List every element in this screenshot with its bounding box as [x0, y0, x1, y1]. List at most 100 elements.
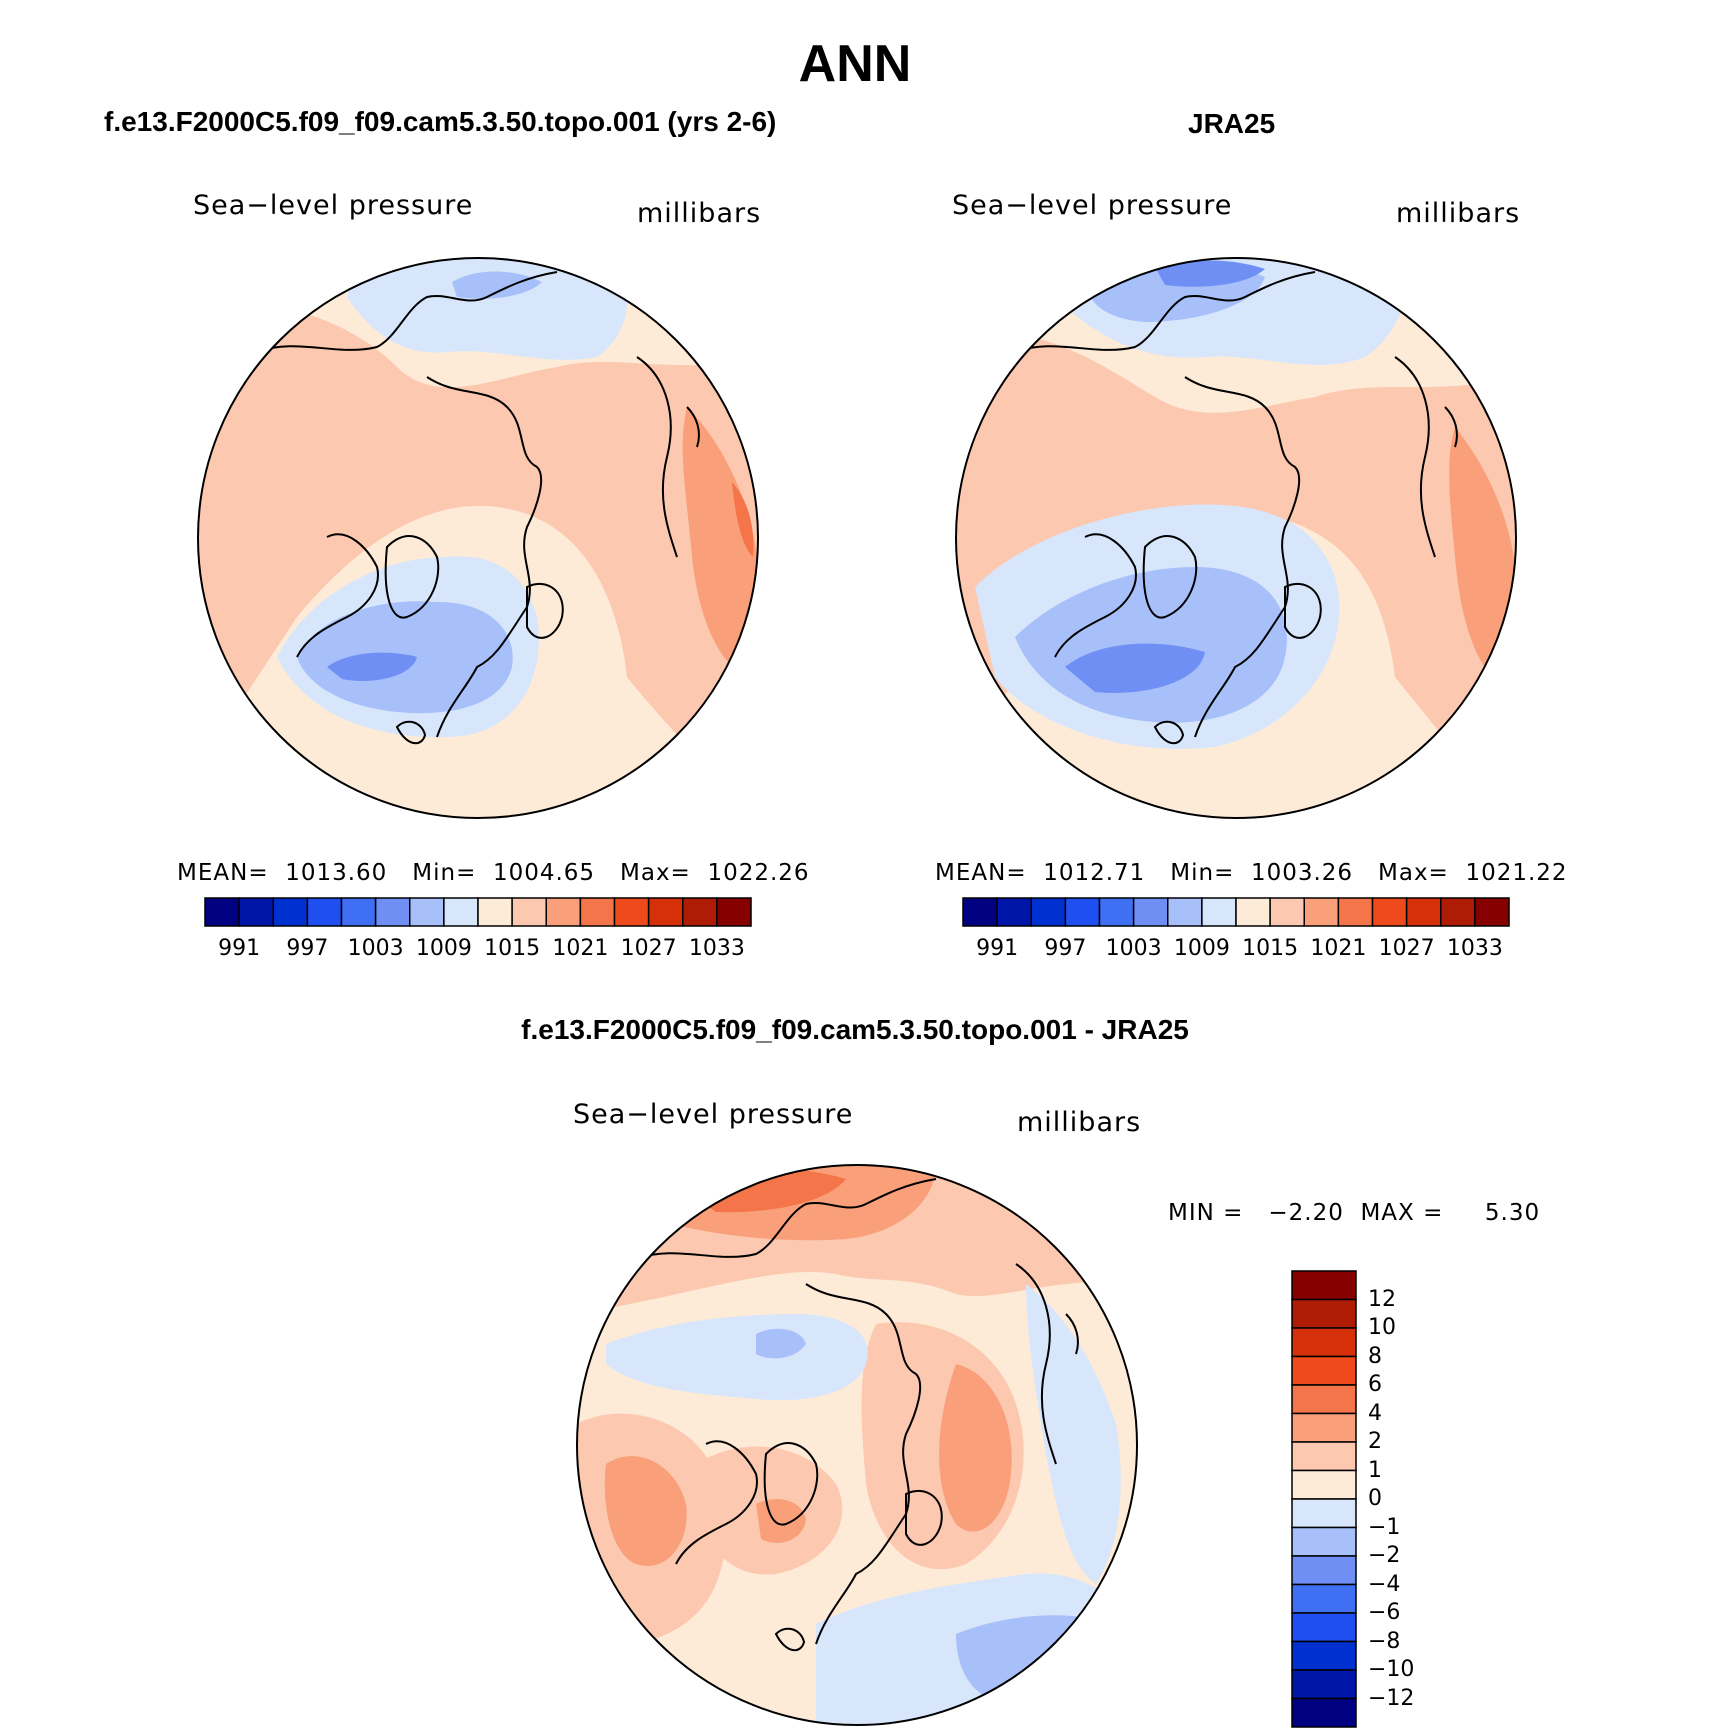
model-colorbar-labels: 991 997 1003 1009 1015 1021 1027 1033 — [205, 936, 751, 966]
obs-colorbar-box — [962, 897, 998, 927]
diff-colorbar-tick-label: −6 — [1368, 1600, 1401, 1625]
model-colorbar-tick-label: 1015 — [484, 936, 541, 961]
diff-colorbar-box — [1291, 1441, 1357, 1472]
model-colorbar-tick-label: 1003 — [347, 936, 404, 961]
diff-colorbar-box — [1291, 1327, 1357, 1358]
diff-colorbar-tick-label: 1 — [1368, 1457, 1382, 1483]
model-map-border — [197, 257, 759, 819]
obs-colorbar-labels: 991 997 1003 1009 1015 1021 1027 1033 — [963, 936, 1509, 966]
diff-colorbar-tick-label: −2 — [1368, 1543, 1401, 1568]
diff-colorbar-box — [1291, 1355, 1357, 1386]
obs-panel-title: JRA25 — [1188, 108, 1276, 139]
model-colorbar-tick-label: 1009 — [415, 936, 472, 961]
diff-negative-northwest — [606, 1314, 868, 1401]
obs-colorbar-tick-label: 1009 — [1173, 936, 1230, 961]
model-colorbar-tick-label: 1021 — [552, 936, 609, 961]
model-colorbar-box — [682, 897, 718, 927]
model-colorbar-box — [340, 897, 377, 927]
diff-colorbar-tick-label: 2 — [1368, 1429, 1382, 1454]
model-strong-positive-region — [682, 407, 758, 677]
diff-colorbar-tick-label: 6 — [1368, 1372, 1382, 1397]
diff-colorbar-box — [1291, 1583, 1357, 1614]
obs-colorbar-tick-label: 1015 — [1242, 936, 1299, 961]
obs-colorbar-box — [1440, 897, 1476, 927]
diff-colorbar-box — [1291, 1270, 1357, 1301]
diff-colorbar-box — [1291, 1384, 1357, 1415]
diff-mid-positive-west — [604, 1456, 687, 1566]
diff-negative-core-northwest — [756, 1328, 806, 1359]
model-units-label: millibars — [637, 198, 762, 229]
diff-colorbar-tick-label: 10 — [1368, 1315, 1396, 1340]
diff-colorbar-tick-label: −12 — [1368, 1685, 1415, 1711]
season-title: ANN — [798, 35, 912, 93]
diff-colorbar — [1291, 1270, 1357, 1728]
obs-polar-map — [955, 257, 1517, 819]
diff-variable-label: Sea−level pressure — [573, 1099, 854, 1130]
model-colorbar-box — [647, 897, 684, 927]
obs-colorbar-box — [1303, 897, 1340, 927]
model-colorbar-box — [238, 897, 275, 927]
diff-colorbar-tick-label: −4 — [1368, 1571, 1401, 1597]
obs-colorbar-box — [1064, 897, 1101, 927]
diff-colorbar-tick-label: 8 — [1368, 1343, 1382, 1369]
diff-negative-east-edge — [1026, 1284, 1121, 1584]
diff-colorbar-box — [1291, 1498, 1357, 1529]
obs-colorbar-tick-label: 1027 — [1378, 936, 1435, 961]
model-strong-positive-core — [732, 482, 754, 557]
diff-colorbar-tick-label: −10 — [1368, 1657, 1415, 1682]
obs-colorbar-tick-label: 1033 — [1446, 936, 1503, 961]
obs-colorbar-box — [1371, 897, 1408, 927]
diff-stats: MIN = −2.20 MAX = 5.30 — [1168, 1200, 1541, 1226]
model-colorbar-tick-label: 997 — [286, 936, 329, 961]
model-stats: MEAN= 1013.60 Min= 1004.65 Max= 1022.26 — [177, 860, 810, 886]
obs-negative-core-north — [1155, 260, 1265, 287]
model-colorbar — [204, 897, 752, 927]
obs-units-label: millibars — [1396, 198, 1521, 229]
diff-colorbar-tick-label: 4 — [1368, 1400, 1382, 1426]
obs-colorbar-box — [1474, 897, 1510, 927]
obs-colorbar-box — [996, 897, 1033, 927]
diff-colorbar-tick-label: −1 — [1368, 1514, 1401, 1540]
diff-colorbar-tick-label: 0 — [1368, 1486, 1382, 1511]
model-colorbar-box — [477, 897, 513, 927]
diff-colorbar-box — [1291, 1526, 1357, 1557]
diff-coastlines — [635, 1178, 1079, 1652]
model-polar-map — [197, 257, 759, 819]
diff-colorbar-box — [1291, 1555, 1357, 1586]
obs-colorbar-box — [1098, 897, 1135, 927]
obs-colorbar-box — [1235, 897, 1271, 927]
model-colorbar-box — [204, 897, 240, 927]
model-negative-region-north — [347, 258, 628, 360]
diff-colorbar-box — [1291, 1469, 1357, 1500]
model-panel-title: f.e13.F2000C5.f09_f09.cam5.3.50.topo.001… — [104, 106, 777, 137]
diff-map-border — [576, 1164, 1138, 1726]
obs-colorbar-tick-label: 1003 — [1105, 936, 1162, 961]
obs-positive-anomaly-region — [956, 332, 1516, 818]
diff-colorbar-box — [1291, 1640, 1357, 1671]
diff-colorbar-tick-label: 12 — [1368, 1286, 1396, 1312]
diff-colorbar-box — [1291, 1669, 1357, 1700]
model-variable-label: Sea−level pressure — [193, 190, 474, 221]
obs-colorbar-tick-label: 991 — [976, 936, 1019, 961]
obs-colorbar-box — [1269, 897, 1306, 927]
model-colorbar-box — [716, 897, 752, 927]
obs-colorbar-box — [1405, 897, 1442, 927]
obs-map-border — [955, 257, 1517, 819]
obs-colorbar — [962, 897, 1510, 927]
model-negative-core-atlantic — [327, 652, 417, 681]
model-colorbar-box — [579, 897, 616, 927]
model-colorbar-box — [613, 897, 650, 927]
model-colorbar-tick-label: 991 — [218, 936, 261, 961]
model-colorbar-box — [409, 897, 445, 927]
model-colorbar-box — [545, 897, 582, 927]
diff-colorbar-box — [1291, 1298, 1357, 1329]
model-colorbar-box — [511, 897, 548, 927]
obs-colorbar-box — [1201, 897, 1237, 927]
obs-colorbar-box — [1030, 897, 1067, 927]
obs-coastlines — [1014, 271, 1458, 745]
obs-colorbar-box — [1337, 897, 1374, 927]
obs-colorbar-tick-label: 1021 — [1310, 936, 1367, 961]
diff-colorbar-labels: 12 10 8 6 4 2 1 0 −1 −2 −4 −6 −8 −10 −12 — [1368, 1271, 1448, 1727]
obs-variable-label: Sea−level pressure — [952, 190, 1233, 221]
diff-units-label: millibars — [1017, 1107, 1142, 1138]
